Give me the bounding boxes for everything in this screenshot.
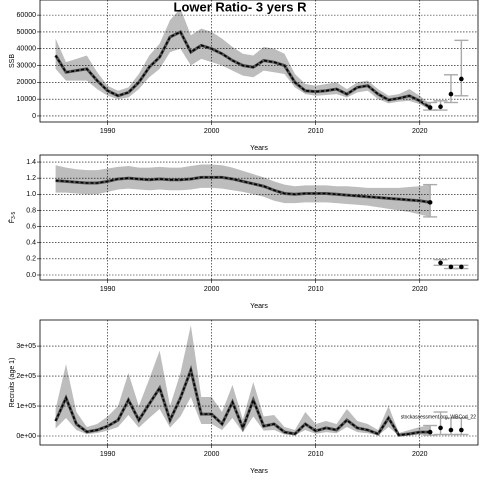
y-tick-label: 0 bbox=[32, 113, 36, 120]
x-tick-label: 2000 bbox=[204, 128, 220, 135]
x-tick-label: 2000 bbox=[204, 286, 220, 293]
y-axis-label: F̄3-5 bbox=[8, 212, 18, 224]
x-tick-label: 2010 bbox=[308, 286, 324, 293]
estimate-line bbox=[54, 364, 431, 437]
y-axis-label: SSB bbox=[9, 54, 16, 68]
x-tick-label: 1990 bbox=[100, 451, 116, 458]
y-tick-label: 0e+00 bbox=[16, 433, 36, 440]
x-axis-label: Years bbox=[250, 468, 268, 475]
y-tick-label: 0.2 bbox=[26, 256, 36, 263]
projection-point bbox=[448, 264, 454, 270]
y-tick-label: 1.0 bbox=[26, 191, 36, 198]
projection-point bbox=[438, 260, 443, 266]
plot-frame bbox=[39, 154, 479, 281]
x-tick-label: 2020 bbox=[412, 286, 428, 293]
estimate-line bbox=[55, 176, 431, 204]
projection-point bbox=[438, 104, 443, 110]
projection-point bbox=[448, 91, 454, 97]
estimate-line bbox=[54, 367, 431, 436]
y-tick-label: 0.0 bbox=[26, 272, 36, 279]
annotation: stockassessment.org, WBCod_22 bbox=[401, 414, 477, 420]
x-tick-label: 2010 bbox=[308, 128, 324, 135]
y-axis-label-main: F̄ bbox=[8, 219, 16, 223]
y-tick-label: 1.4 bbox=[26, 159, 36, 166]
y-tick-label: 0.6 bbox=[26, 223, 36, 230]
y-tick-label: 1e+05 bbox=[16, 403, 36, 410]
x-tick-label: 1990 bbox=[100, 286, 116, 293]
projection-point bbox=[438, 425, 443, 431]
y-axis-label-main: SSB bbox=[9, 54, 16, 68]
projection-point bbox=[459, 76, 464, 82]
confidence-band bbox=[55, 164, 431, 217]
y-tick-label: 1.2 bbox=[26, 175, 36, 182]
x-axis-label: Years bbox=[250, 145, 268, 152]
y-axis-label: Recruits (age 1) bbox=[9, 358, 16, 408]
y-tick-label: 60000 bbox=[17, 12, 37, 19]
x-tick-label: 2020 bbox=[412, 128, 428, 135]
projection-point bbox=[427, 200, 433, 205]
y-axis-label-main: Recruits (age 1) bbox=[9, 358, 16, 408]
projection-point bbox=[427, 105, 433, 110]
projection-point bbox=[427, 429, 433, 435]
projection-point bbox=[448, 427, 454, 433]
x-tick-label: 2000 bbox=[204, 451, 220, 458]
y-tick-label: 2e+05 bbox=[16, 373, 36, 380]
x-axis-label: Years bbox=[250, 303, 268, 310]
y-tick-label: 3e+05 bbox=[16, 343, 36, 350]
x-tick-label: 2010 bbox=[308, 451, 324, 458]
y-tick-label: 10000 bbox=[17, 96, 37, 103]
projection-point bbox=[459, 427, 464, 433]
projection-point bbox=[459, 264, 464, 270]
y-tick-label: 0.4 bbox=[26, 240, 36, 247]
plot-frame bbox=[39, 0, 479, 123]
y-tick-label: 0.8 bbox=[26, 207, 36, 214]
y-axis-label-subscript: 3-5 bbox=[11, 212, 17, 219]
y-tick-label: 20000 bbox=[17, 79, 37, 86]
y-tick-label: 50000 bbox=[17, 29, 37, 36]
confidence-band bbox=[55, 325, 431, 436]
estimate-line bbox=[54, 30, 431, 109]
y-tick-label: 30000 bbox=[17, 62, 37, 69]
x-tick-label: 2020 bbox=[412, 451, 428, 458]
x-tick-label: 1990 bbox=[100, 128, 116, 135]
plot-frame bbox=[39, 319, 479, 446]
chart-title: Lower Ratio- 3 yers R bbox=[174, 0, 308, 14]
confidence-band bbox=[55, 8, 431, 111]
y-tick-label: 40000 bbox=[17, 46, 37, 53]
